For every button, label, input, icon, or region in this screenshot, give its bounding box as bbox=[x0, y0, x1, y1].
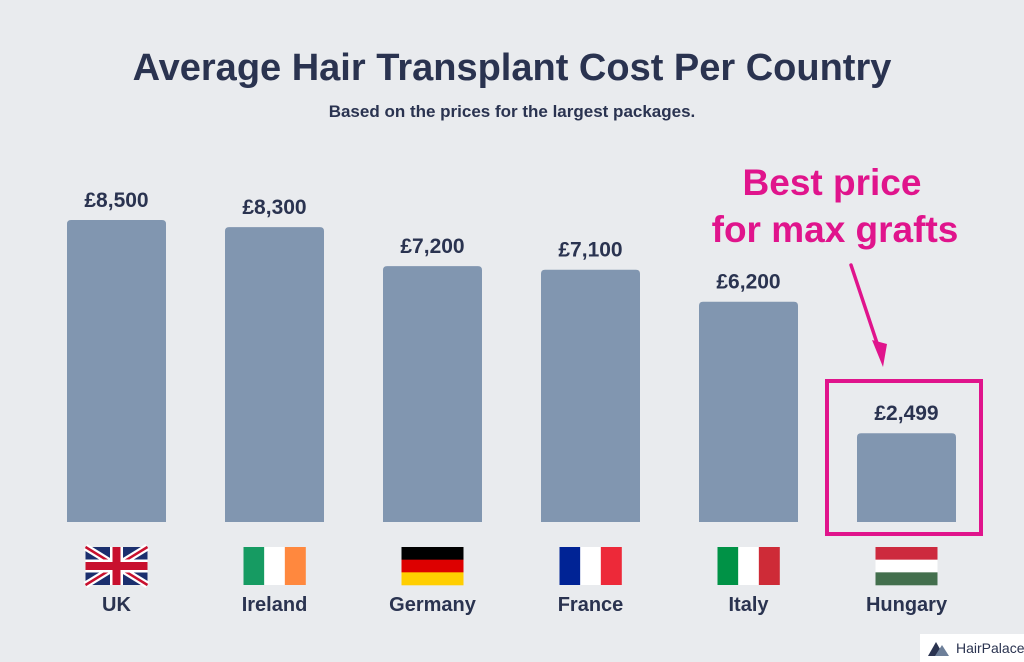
hungary-flag bbox=[875, 547, 938, 586]
value-label-uk: £8,500 bbox=[84, 189, 148, 212]
brand-name: HairPalace bbox=[956, 640, 1024, 656]
category-label-uk: UK bbox=[102, 594, 131, 616]
bar-uk bbox=[67, 219, 166, 522]
bar-france bbox=[541, 269, 640, 522]
value-label-germany: £7,200 bbox=[400, 235, 464, 258]
uk-flag bbox=[83, 544, 150, 588]
annotation-arrow bbox=[849, 263, 887, 367]
hairpalace-logo-icon bbox=[928, 642, 949, 656]
germany-flag bbox=[401, 547, 464, 586]
category-label-ireland: Ireland bbox=[242, 594, 308, 616]
flags-group: UK Ireland Germany France Italy Hungary bbox=[83, 544, 948, 616]
bar-ireland bbox=[225, 227, 324, 522]
france-flag bbox=[559, 547, 622, 585]
category-label-france: France bbox=[558, 594, 624, 616]
value-label-ireland: £8,300 bbox=[242, 196, 306, 219]
value-label-france: £7,100 bbox=[558, 239, 622, 262]
chart-title: Average Hair Transplant Cost Per Country bbox=[133, 47, 892, 89]
value-label-italy: £6,200 bbox=[716, 271, 780, 294]
bars-group: £8,500 £8,300 £7,200 £7,100 £6,200 £2,499 bbox=[67, 189, 956, 522]
annotation-line-2: for max grafts bbox=[712, 209, 959, 250]
italy-flag bbox=[717, 547, 780, 585]
category-label-germany: Germany bbox=[389, 594, 477, 616]
bar-italy bbox=[699, 301, 798, 522]
bar-hungary bbox=[857, 433, 956, 522]
bar-germany bbox=[383, 266, 482, 522]
annotation-line-1: Best price bbox=[743, 162, 922, 203]
chart-subtitle: Based on the prices for the largest pack… bbox=[329, 102, 696, 121]
ireland-flag bbox=[243, 547, 306, 585]
category-label-italy: Italy bbox=[728, 594, 769, 616]
brand-logo: HairPalace bbox=[920, 634, 1024, 662]
category-label-hungary: Hungary bbox=[866, 594, 948, 616]
value-label-hungary: £2,499 bbox=[874, 402, 938, 425]
highlight-box bbox=[825, 379, 983, 536]
